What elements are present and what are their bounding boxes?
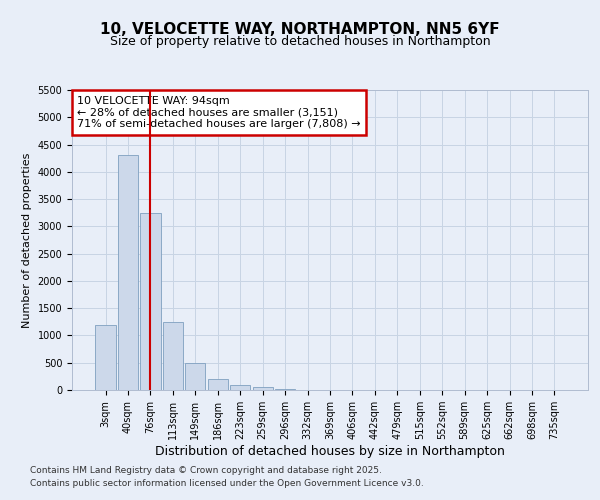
Bar bbox=[118, 156, 138, 390]
Text: 10 VELOCETTE WAY: 94sqm
← 28% of detached houses are smaller (3,151)
71% of semi: 10 VELOCETTE WAY: 94sqm ← 28% of detache… bbox=[77, 96, 361, 129]
Text: Contains HM Land Registry data © Crown copyright and database right 2025.
Contai: Contains HM Land Registry data © Crown c… bbox=[30, 466, 424, 487]
Bar bbox=[275, 389, 295, 390]
Bar bbox=[253, 388, 273, 390]
Y-axis label: Number of detached properties: Number of detached properties bbox=[22, 152, 32, 328]
Bar bbox=[140, 212, 161, 390]
Bar bbox=[208, 379, 228, 390]
Text: Size of property relative to detached houses in Northampton: Size of property relative to detached ho… bbox=[110, 35, 490, 48]
X-axis label: Distribution of detached houses by size in Northampton: Distribution of detached houses by size … bbox=[155, 445, 505, 458]
Bar bbox=[230, 385, 250, 390]
Bar bbox=[95, 324, 116, 390]
Bar bbox=[185, 362, 205, 390]
Bar bbox=[163, 322, 183, 390]
Text: 10, VELOCETTE WAY, NORTHAMPTON, NN5 6YF: 10, VELOCETTE WAY, NORTHAMPTON, NN5 6YF bbox=[100, 22, 500, 38]
